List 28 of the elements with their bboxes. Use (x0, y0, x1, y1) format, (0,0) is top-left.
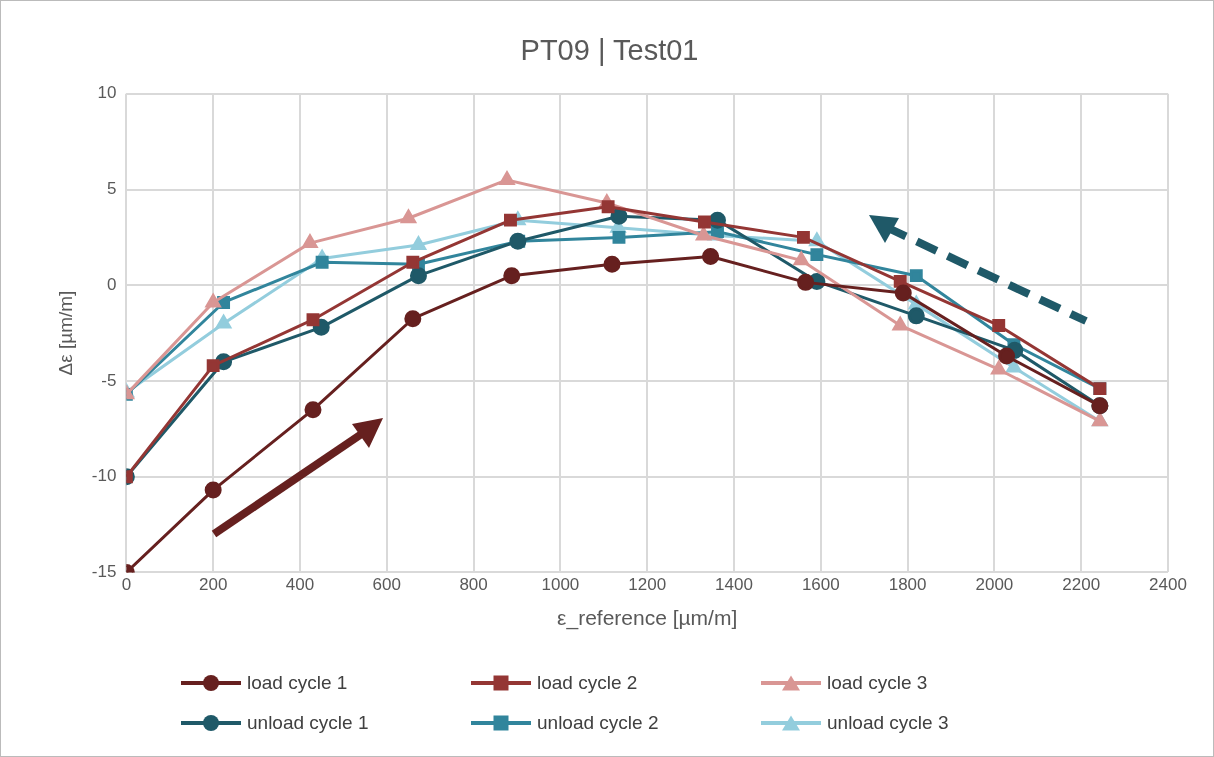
x-tick-label: 1400 (715, 575, 753, 595)
y-axis-title: Δε [µm/m] (54, 290, 76, 376)
y-tick-label: 10 (97, 83, 117, 103)
y-tick-label: -10 (91, 466, 117, 486)
legend-label: load cycle 3 (827, 672, 928, 694)
legend-label: load cycle 2 (537, 672, 638, 694)
x-axis-title: ε_reference [µm/m] (557, 606, 738, 631)
x-tick-label: 2400 (1149, 575, 1187, 595)
x-tick-label: 1000 (541, 575, 580, 595)
x-tick-label: 1600 (801, 575, 840, 595)
x-tick-label: 400 (285, 575, 315, 595)
y-tick-label: 0 (106, 274, 117, 294)
chart-title: PT09 | Test01 (520, 34, 699, 67)
x-tick-label: 2200 (1062, 575, 1101, 595)
legend-label: unload cycle 3 (827, 712, 949, 734)
x-tick-label: 800 (459, 575, 488, 595)
x-tick-label: 0 (121, 575, 132, 595)
x-tick-label: 600 (372, 575, 401, 595)
x-tick-label: 1800 (888, 575, 927, 595)
y-tick-label: -5 (101, 370, 117, 390)
y-tick-label: -15 (91, 562, 117, 582)
legend-label: load cycle 1 (247, 672, 348, 694)
x-tick-label: 1200 (628, 575, 667, 595)
x-tick-label: 200 (198, 575, 228, 595)
x-tick-label: 2000 (975, 575, 1014, 595)
y-tick-label: 5 (106, 179, 117, 199)
legend-label: unload cycle 1 (247, 712, 369, 734)
legend-label: unload cycle 2 (537, 712, 659, 734)
